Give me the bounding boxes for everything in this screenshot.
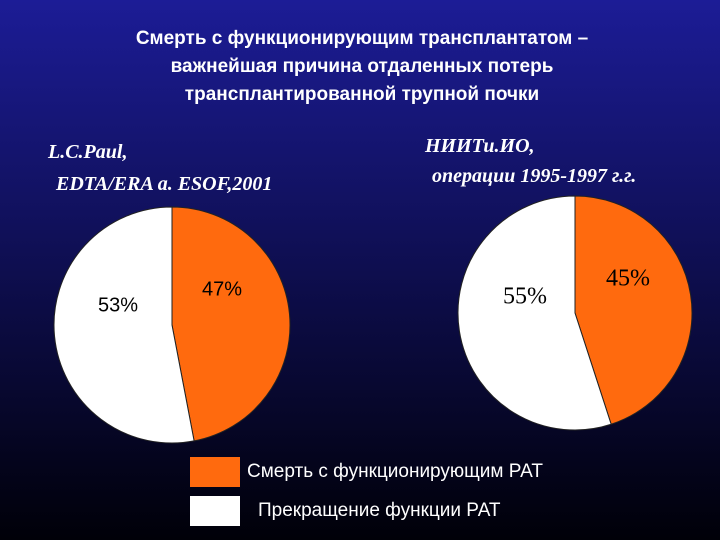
chart-subtitle: EDTA/ERA a. ESOF,2001	[55, 173, 272, 195]
slide-title: Смерть с функционирующим трансплантатом …	[136, 28, 588, 49]
slide-title: важнейшая причина отдаленных потерь	[171, 56, 554, 77]
value-label: 45%	[606, 266, 650, 292]
legend-swatch	[190, 457, 240, 487]
pie-slice	[171, 206, 291, 442]
slide-title: трансплантированной трупной почки	[185, 84, 539, 105]
value-label: 53%	[98, 294, 138, 316]
legend-swatch	[190, 496, 240, 526]
legend-label: Смерть с функционирующим РАТ	[247, 461, 543, 482]
legend-label: Прекращение функции РАТ	[258, 500, 501, 521]
chart-title: НИИТи.ИО,	[424, 135, 535, 157]
chart-title: L.C.Paul,	[47, 141, 127, 163]
value-label: 47%	[202, 278, 242, 300]
pie-slice	[574, 195, 693, 425]
pie-slice	[53, 206, 195, 444]
value-label: 55%	[503, 284, 547, 310]
pie-slice	[457, 195, 612, 431]
chart-subtitle: операции 1995-1997 г.г.	[432, 165, 636, 187]
